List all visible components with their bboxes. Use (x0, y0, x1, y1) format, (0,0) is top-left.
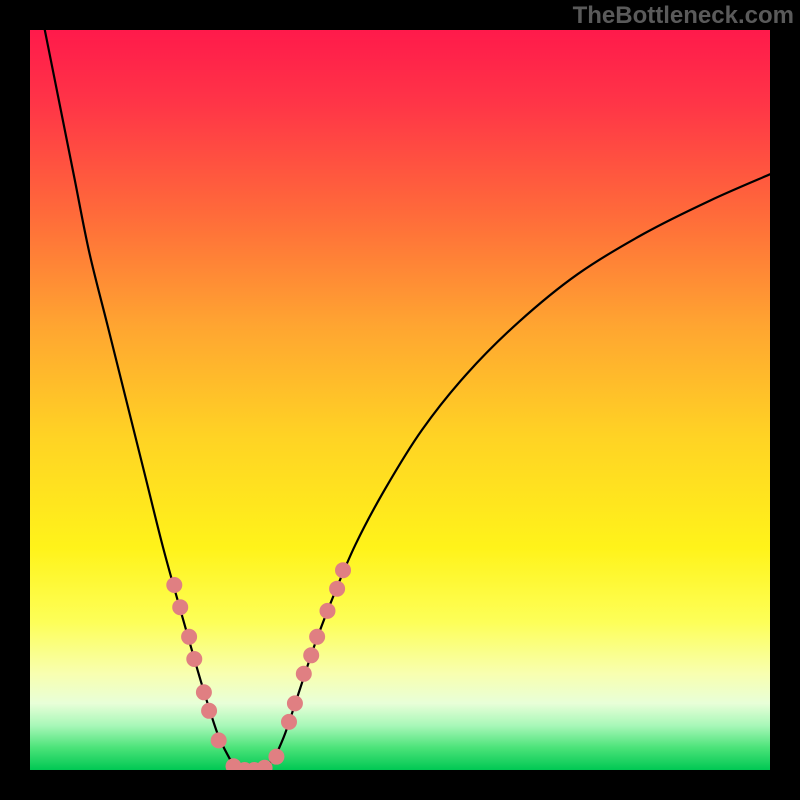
data-marker (320, 603, 335, 618)
curve-left_curve (45, 30, 230, 759)
chart-container: TheBottleneck.com (0, 0, 800, 800)
plot-area (30, 30, 770, 770)
curve-right_curve (274, 174, 770, 759)
data-marker (310, 629, 325, 644)
data-marker (282, 714, 297, 729)
data-marker (173, 600, 188, 615)
data-marker (296, 666, 311, 681)
data-marker (187, 652, 202, 667)
data-marker (304, 648, 319, 663)
chart-svg (30, 30, 770, 770)
data-marker (182, 629, 197, 644)
data-marker (330, 581, 345, 596)
data-marker (196, 685, 211, 700)
data-marker (336, 563, 351, 578)
watermark-label: TheBottleneck.com (573, 2, 794, 30)
data-marker (269, 749, 284, 764)
data-marker (211, 733, 226, 748)
data-marker (167, 578, 182, 593)
data-marker (287, 696, 302, 711)
data-marker (202, 703, 217, 718)
